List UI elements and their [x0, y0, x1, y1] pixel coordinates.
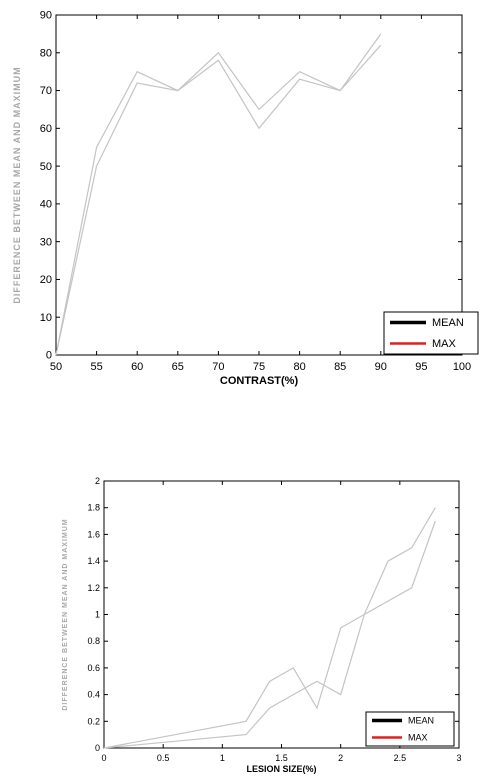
y-tick-label: 0 — [46, 350, 52, 362]
y-tick-label: 1.2 — [87, 583, 100, 593]
y-tick-label: 60 — [40, 123, 52, 135]
y-tick-label: 70 — [40, 85, 52, 97]
y-tick-label: 90 — [40, 10, 52, 22]
y-tick-label: 0.8 — [87, 636, 100, 646]
y-tick-label: 0 — [95, 743, 100, 753]
x-axis-label: CONTRAST(%) — [220, 375, 299, 387]
y-tick-label: 0.6 — [87, 663, 100, 673]
y-tick-label: 1 — [95, 610, 100, 620]
x-tick-label: 1.5 — [275, 753, 288, 763]
y-axis-label: DIFFERENCE BETWEEN MEAN AND MAXIMUM — [62, 518, 69, 710]
series-line-mean — [55, 33, 382, 356]
x-tick-label: 0.5 — [157, 753, 170, 763]
x-tick-label: 100 — [453, 361, 471, 373]
x-tick-label: 70 — [212, 361, 224, 373]
y-tick-label: 1.8 — [87, 503, 100, 513]
x-tick-label: 95 — [415, 361, 427, 373]
x-axis-label: LESION SIZE(%) — [246, 764, 316, 774]
y-tick-label: 30 — [40, 236, 52, 248]
x-tick-label: 3 — [456, 753, 461, 763]
legend-box — [383, 311, 479, 355]
x-tick-label: 2.5 — [394, 753, 407, 763]
legend-box — [365, 711, 455, 747]
legend-label-max: MAX — [432, 338, 457, 350]
legend: MEAN MAX — [383, 311, 479, 355]
y-tick-label: 0.4 — [87, 690, 100, 700]
chart-2: 0 0.5 1 1.5 2 2.5 3 0 0.2 0.4 0.6 0.8 1 1.2 1.4 1.6 1.8 2… — [62, 476, 462, 774]
series-line-max — [55, 44, 382, 356]
x-tick-label: 50 — [50, 361, 62, 373]
x-tick-label: 80 — [293, 361, 305, 373]
chart-1: 50 55 60 65 70 75 80 85 90 95 100 0 10 20 30 40 50 60 70 80… — [12, 10, 479, 387]
x-tick-label: 75 — [253, 361, 265, 373]
plot-frame — [55, 14, 463, 356]
y-tick-label: 2 — [95, 476, 100, 486]
x-tick-label: 65 — [172, 361, 184, 373]
y-tick-label: 20 — [40, 274, 52, 286]
x-tick-label: 0 — [101, 753, 106, 763]
y-tick-label: 10 — [40, 312, 52, 324]
y-tick-label: 50 — [40, 161, 52, 173]
y-tick-label: 80 — [40, 47, 52, 59]
x-tick-label: 85 — [334, 361, 346, 373]
x-tick-label: 60 — [131, 361, 143, 373]
legend-label-mean: MEAN — [432, 317, 464, 329]
legend-label-mean: MEAN — [408, 716, 434, 726]
y-tick-label: 1.4 — [87, 556, 100, 566]
x-tick-label: 55 — [90, 361, 102, 373]
legend: MEAN MAX — [365, 711, 455, 747]
plot-frame — [103, 480, 460, 749]
x-tick-label: 2 — [338, 753, 343, 763]
x-tick-label: 90 — [375, 361, 387, 373]
y-tick-label: 1.6 — [87, 529, 100, 539]
x-tick-label: 1 — [220, 753, 225, 763]
y-tick-label: 0.2 — [87, 716, 100, 726]
y-tick-label: 40 — [40, 199, 52, 211]
series-line-max — [103, 520, 436, 749]
legend-label-max: MAX — [408, 733, 428, 743]
series-line-mean — [103, 507, 436, 749]
y-axis-label: DIFFERENCE BETWEEN MEAN AND MAXIMUM — [12, 66, 22, 303]
